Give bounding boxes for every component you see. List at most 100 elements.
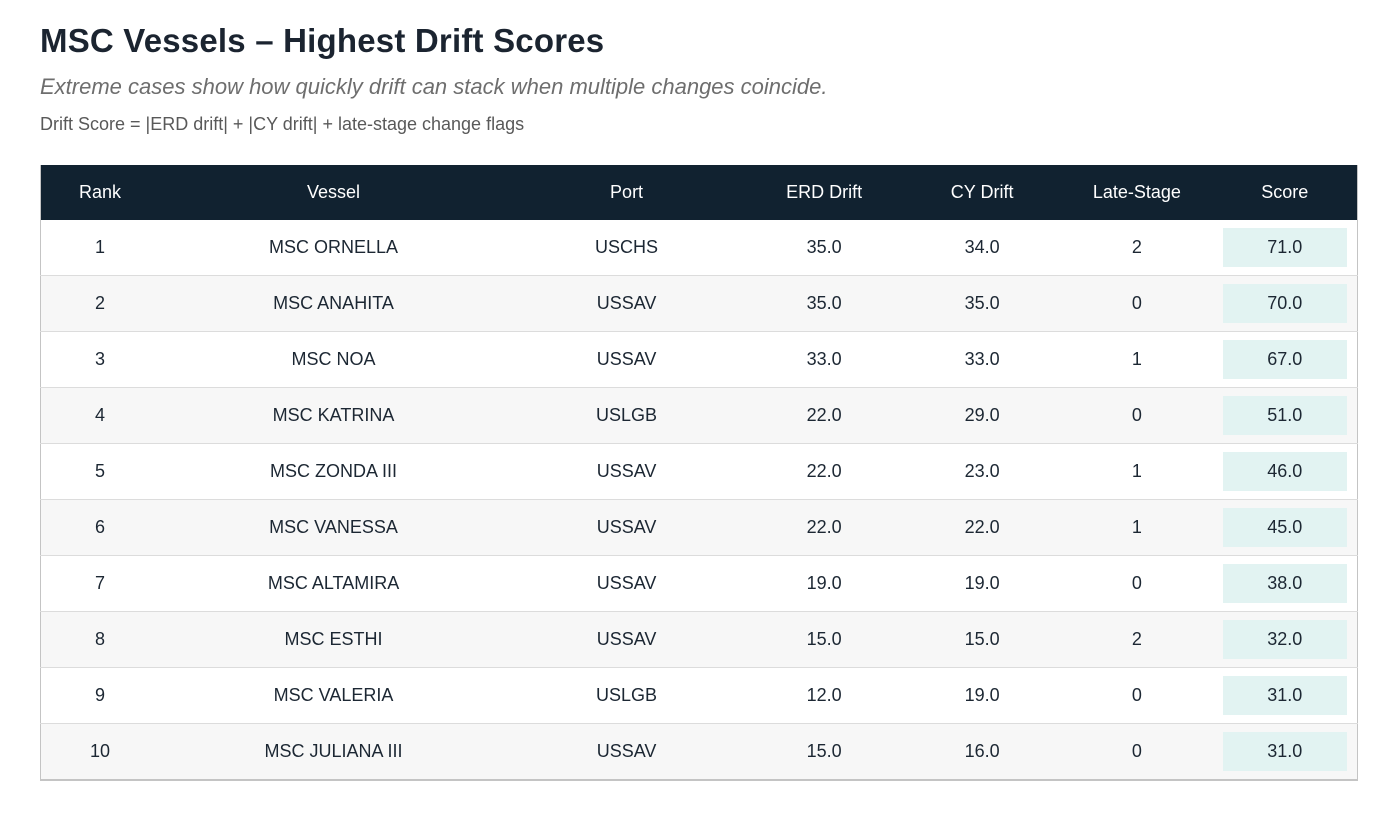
erd-drift-cell: 22.0	[745, 499, 904, 556]
header-erd-drift: ERD Drift	[745, 165, 904, 220]
port-cell: USSAV	[508, 443, 746, 500]
page: MSC Vessels – Highest Drift Scores Extre…	[40, 22, 1360, 781]
header-rank: Rank	[40, 165, 160, 220]
cy-drift-cell: 19.0	[903, 555, 1062, 612]
late-stage-cell: 2	[1061, 220, 1213, 276]
table-row: 7 MSC ALTAMIRA USSAV 19.0 19.0 0 38.0	[40, 555, 1358, 612]
cy-drift-cell: 35.0	[903, 275, 1062, 332]
port-cell: USSAV	[508, 723, 746, 780]
header-row: Rank Vessel Port ERD Drift CY Drift Late…	[40, 165, 1358, 220]
vessel-cell: MSC JULIANA III	[159, 723, 509, 780]
erd-drift-cell: 35.0	[745, 275, 904, 332]
table-row: 5 MSC ZONDA III USSAV 22.0 23.0 1 46.0	[40, 443, 1358, 500]
score-cell: 45.0	[1212, 499, 1358, 556]
score-badge: 32.0	[1222, 620, 1347, 659]
header-vessel: Vessel	[159, 165, 509, 220]
erd-drift-cell: 19.0	[745, 555, 904, 612]
drift-score-formula: Drift Score = |ERD drift| + |CY drift| +…	[40, 114, 525, 134]
erd-drift-cell: 15.0	[745, 611, 904, 668]
port-cell: USSAV	[508, 555, 746, 612]
table-row: 2 MSC ANAHITA USSAV 35.0 35.0 0 70.0	[40, 275, 1358, 332]
erd-drift-cell: 22.0	[745, 387, 904, 444]
score-badge: 45.0	[1222, 508, 1347, 547]
table-body: 1 MSC ORNELLA USCHS 35.0 34.0 2 71.0 2 MSC ANAHI…	[40, 220, 1358, 780]
rank-cell: 7	[40, 555, 160, 612]
header-port: Port	[508, 165, 746, 220]
late-stage-cell: 1	[1061, 443, 1213, 500]
table-row: 6 MSC VANESSA USSAV 22.0 22.0 1 45.0	[40, 499, 1358, 556]
vessel-cell: MSC VALERIA	[159, 667, 509, 724]
cy-drift-cell: 33.0	[903, 331, 1062, 388]
header-late-stage: Late-Stage	[1061, 165, 1213, 220]
score-badge: 51.0	[1222, 396, 1347, 435]
rank-cell: 10	[40, 723, 160, 780]
rank-cell: 6	[40, 499, 160, 556]
cy-drift-cell: 22.0	[903, 499, 1062, 556]
score-cell: 71.0	[1212, 220, 1358, 276]
cy-drift-cell: 16.0	[903, 723, 1062, 780]
table-row: 10 MSC JULIANA III USSAV 15.0 16.0 0 31.0	[40, 723, 1358, 780]
cy-drift-cell: 19.0	[903, 667, 1062, 724]
table-row: 9 MSC VALERIA USLGB 12.0 19.0 0 31.0	[40, 667, 1358, 724]
rank-cell: 8	[40, 611, 160, 668]
port-cell: USSAV	[508, 275, 746, 332]
vessel-cell: MSC KATRINA	[159, 387, 509, 444]
page-subtitle: Extreme cases show how quickly drift can…	[40, 74, 828, 99]
table-row: 3 MSC NOA USSAV 33.0 33.0 1 67.0	[40, 331, 1358, 388]
vessel-cell: MSC ESTHI	[159, 611, 509, 668]
port-cell: USCHS	[508, 220, 746, 276]
erd-drift-cell: 15.0	[745, 723, 904, 780]
port-cell: USSAV	[508, 611, 746, 668]
late-stage-cell: 0	[1061, 667, 1213, 724]
score-cell: 31.0	[1212, 667, 1358, 724]
score-cell: 51.0	[1212, 387, 1358, 444]
score-cell: 46.0	[1212, 443, 1358, 500]
rank-cell: 2	[40, 275, 160, 332]
cy-drift-cell: 34.0	[903, 220, 1062, 276]
port-cell: USLGB	[508, 667, 746, 724]
table-header: Rank Vessel Port ERD Drift CY Drift Late…	[40, 165, 1358, 220]
cy-drift-cell: 15.0	[903, 611, 1062, 668]
score-badge: 31.0	[1222, 732, 1347, 771]
late-stage-cell: 0	[1061, 723, 1213, 780]
late-stage-cell: 0	[1061, 555, 1213, 612]
rank-cell: 4	[40, 387, 160, 444]
score-cell: 31.0	[1212, 723, 1358, 780]
rank-cell: 1	[40, 220, 160, 276]
erd-drift-cell: 12.0	[745, 667, 904, 724]
vessel-cell: MSC ANAHITA	[159, 275, 509, 332]
late-stage-cell: 0	[1061, 387, 1213, 444]
late-stage-cell: 0	[1061, 275, 1213, 332]
late-stage-cell: 2	[1061, 611, 1213, 668]
vessel-cell: MSC ALTAMIRA	[159, 555, 509, 612]
rank-cell: 9	[40, 667, 160, 724]
port-cell: USLGB	[508, 387, 746, 444]
drift-score-table: Rank Vessel Port ERD Drift CY Drift Late…	[40, 165, 1358, 781]
score-badge: 31.0	[1222, 676, 1347, 715]
drift-table-container: Rank Vessel Port ERD Drift CY Drift Late…	[40, 165, 1360, 781]
score-badge: 70.0	[1222, 284, 1347, 323]
vessel-cell: MSC NOA	[159, 331, 509, 388]
header-cy-drift: CY Drift	[903, 165, 1062, 220]
cy-drift-cell: 23.0	[903, 443, 1062, 500]
table-row: 1 MSC ORNELLA USCHS 35.0 34.0 2 71.0	[40, 220, 1358, 276]
rank-cell: 5	[40, 443, 160, 500]
score-badge: 38.0	[1222, 564, 1347, 603]
vessel-cell: MSC ZONDA III	[159, 443, 509, 500]
port-cell: USSAV	[508, 499, 746, 556]
score-badge: 71.0	[1222, 228, 1347, 267]
table-row: 4 MSC KATRINA USLGB 22.0 29.0 0 51.0	[40, 387, 1358, 444]
score-badge: 46.0	[1222, 452, 1347, 491]
vessel-cell: MSC VANESSA	[159, 499, 509, 556]
vessel-cell: MSC ORNELLA	[159, 220, 509, 276]
header-score: Score	[1212, 165, 1358, 220]
port-cell: USSAV	[508, 331, 746, 388]
score-cell: 38.0	[1212, 555, 1358, 612]
late-stage-cell: 1	[1061, 499, 1213, 556]
erd-drift-cell: 35.0	[745, 220, 904, 276]
erd-drift-cell: 22.0	[745, 443, 904, 500]
cy-drift-cell: 29.0	[903, 387, 1062, 444]
score-cell: 32.0	[1212, 611, 1358, 668]
page-title: MSC Vessels – Highest Drift Scores	[40, 22, 605, 59]
erd-drift-cell: 33.0	[745, 331, 904, 388]
